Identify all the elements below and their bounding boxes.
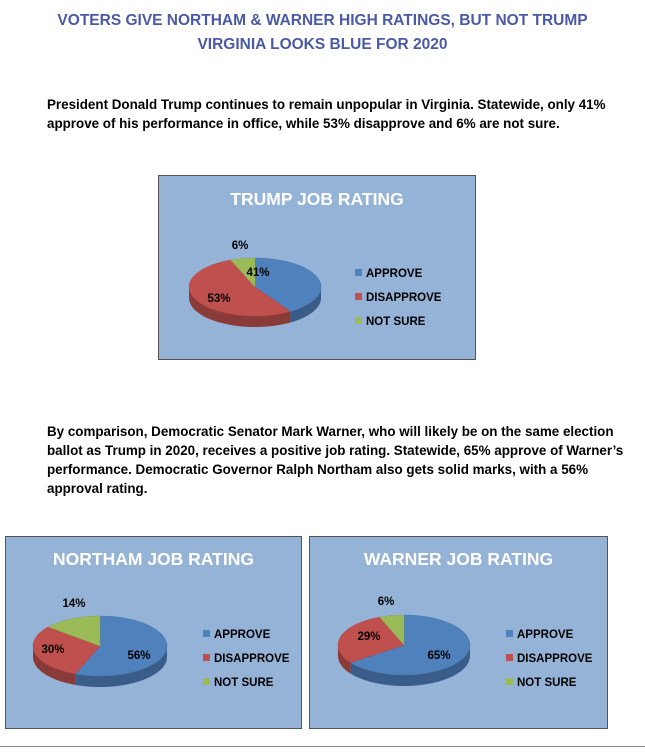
disapprove-swatch: [506, 654, 513, 661]
approve-slice-side: [350, 645, 470, 686]
disapprove-data-label: 29%: [357, 631, 380, 643]
approve-data-label: 56%: [127, 650, 150, 662]
not-sure-swatch: [203, 678, 210, 685]
legend-label: DISAPPROVE: [214, 653, 290, 665]
not-sure-slice: [47, 615, 101, 647]
not-sure-slice: [379, 614, 405, 646]
approve-slice: [74, 615, 168, 677]
approve-slice-side: [290, 287, 321, 323]
legend-item-approve: APPROVE: [355, 268, 422, 280]
not-sure-data-label: 6%: [232, 240, 249, 252]
chart-title: WARNER JOB RATING: [363, 549, 554, 569]
legend-item-not-sure: NOT SURE: [355, 316, 425, 328]
legend-item-disapprove: DISAPPROVE: [355, 292, 441, 304]
pie-side-walls: [338, 645, 470, 686]
not-sure-data-label: 14%: [62, 598, 85, 610]
legend-label: DISAPPROVE: [517, 653, 593, 665]
legend-item-disapprove: DISAPPROVE: [203, 653, 289, 665]
legend-label: APPROVE: [214, 629, 271, 641]
approve-slice: [350, 614, 471, 676]
paragraph-warner-northam-summary: By comparison, Democratic Senator Mark W…: [47, 424, 624, 496]
chart-title: NORTHAM JOB RATING: [53, 549, 254, 569]
approve-data-label: 41%: [246, 267, 269, 279]
approve-swatch: [355, 269, 362, 276]
headline-line-2: VIRGINIA LOOKS BLUE FOR 2020: [197, 36, 448, 53]
legend-label: APPROVE: [366, 268, 423, 280]
page-bottom-rule: [0, 746, 645, 747]
paragraph-trump-summary: President Donald Trump continues to rema…: [47, 97, 606, 131]
disapprove-swatch: [203, 654, 210, 661]
not-sure-swatch: [355, 317, 362, 324]
warner-job-rating-chart: 65% 29% 6% WARNER JOB RATING APPROVE DISAP…: [309, 536, 608, 729]
approve-swatch: [203, 630, 210, 637]
northam-job-rating-chart: 56% 30% 14% NORTHAM JOB RATING APPROVE DIS…: [5, 536, 302, 729]
legend-label: DISAPPROVE: [366, 292, 442, 304]
not-sure-data-label: 6%: [378, 596, 395, 608]
warner-pie-chart: 65% 29% 6%: [337, 596, 471, 686]
legend-item-not-sure: NOT SURE: [506, 677, 576, 689]
disapprove-slice: [337, 616, 405, 663]
trump-pie-chart: 41% 53% 6%: [188, 240, 322, 327]
disapprove-slice: [32, 626, 101, 675]
chart-title: TRUMP JOB RATING: [230, 189, 404, 209]
pie-side-walls: [33, 646, 167, 687]
legend-item-approve: APPROVE: [506, 629, 573, 641]
approve-swatch: [506, 630, 513, 637]
approve-slice-side: [75, 646, 167, 687]
legend-label: NOT SURE: [517, 677, 577, 689]
disapprove-swatch: [355, 293, 362, 300]
disapprove-slice-side: [33, 646, 76, 685]
approve-data-label: 65%: [427, 650, 450, 662]
approve-slice: [254, 257, 322, 312]
pie-side-walls: [189, 287, 321, 327]
legend-label: NOT SURE: [366, 316, 426, 328]
not-sure-slice: [230, 257, 256, 288]
legend-label: APPROVE: [517, 629, 574, 641]
disapprove-slice: [188, 259, 291, 317]
not-sure-swatch: [506, 678, 513, 685]
trump-job-rating-chart: 41% 53% 6% TRUMP JOB RATING APPROVE DISAPP…: [158, 175, 476, 360]
disapprove-slice-side: [189, 287, 291, 327]
northam-pie-chart: 56% 30% 14%: [32, 598, 168, 687]
legend-item-not-sure: NOT SURE: [203, 677, 273, 689]
disapprove-data-label: 53%: [207, 293, 230, 305]
legend-item-approve: APPROVE: [203, 629, 270, 641]
disapprove-slice-side: [338, 645, 351, 674]
legend-item-disapprove: DISAPPROVE: [506, 653, 592, 665]
headline-line-1: VOTERS GIVE NORTHAM & WARNER HIGH RATING…: [57, 12, 588, 29]
legend-label: NOT SURE: [214, 677, 274, 689]
disapprove-data-label: 30%: [41, 644, 64, 656]
